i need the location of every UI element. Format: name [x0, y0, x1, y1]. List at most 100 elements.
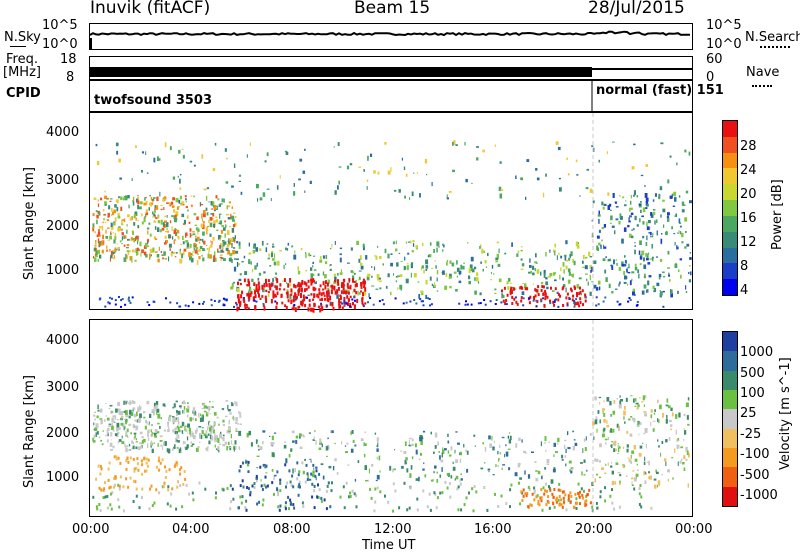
scatter-cell	[125, 255, 128, 260]
scatter-cell	[688, 271, 690, 275]
scatter-cell	[521, 499, 524, 502]
scatter-cell	[168, 234, 171, 239]
scatter-cell	[649, 227, 651, 229]
scatter-cell	[535, 253, 537, 258]
scatter-cell	[523, 450, 526, 453]
scatter-cell	[259, 465, 262, 469]
scatter-cell	[130, 432, 132, 435]
scatter-cell	[635, 474, 637, 480]
scatter-cell	[583, 502, 586, 506]
scatter-cell	[133, 413, 137, 418]
scatter-cell	[259, 297, 262, 300]
scatter-cell	[258, 500, 261, 504]
scatter-cell	[155, 404, 158, 409]
scatter-cell	[239, 414, 242, 418]
scatter-cell	[146, 421, 148, 425]
scatter-cell	[238, 411, 241, 414]
scatter-cell	[565, 296, 568, 300]
scatter-cell	[153, 406, 156, 410]
scatter-cell	[165, 230, 168, 233]
scatter-cell	[107, 478, 110, 482]
scatter-cell	[191, 417, 194, 421]
scatter-cell	[522, 297, 525, 300]
scatter-cell	[226, 446, 228, 451]
scatter-cell	[436, 290, 439, 292]
station-title: Inuvik (fitACF)	[90, 0, 211, 18]
scatter-cell	[560, 255, 563, 259]
scatter-cell	[226, 429, 229, 434]
scatter-cell	[645, 201, 649, 206]
scatter-cell	[94, 254, 98, 257]
scatter-cell	[337, 287, 340, 291]
scatter-cell	[632, 291, 635, 296]
scatter-cell	[370, 153, 373, 157]
scatter-cell	[254, 294, 257, 299]
scatter-cell	[157, 156, 159, 161]
scatter-cell	[288, 469, 291, 473]
scatter-cell	[553, 505, 556, 509]
velocity-ytick: 1000	[46, 470, 80, 485]
scatter-cell	[96, 415, 99, 419]
scatter-cell	[132, 231, 134, 235]
scatter-cell	[136, 235, 139, 240]
scatter-cell	[253, 245, 256, 249]
scatter-cell	[235, 430, 238, 432]
scatter-cell	[352, 275, 355, 280]
scatter-cell	[123, 400, 126, 405]
scatter-cell	[256, 262, 258, 267]
scatter-cell	[531, 492, 534, 496]
scatter-cell	[307, 294, 310, 297]
scatter-cell	[540, 499, 543, 503]
scatter-cell	[292, 305, 295, 311]
scatter-cell	[376, 448, 379, 452]
scatter-cell	[538, 503, 541, 507]
scatter-cell	[362, 243, 365, 248]
scatter-cell	[190, 441, 192, 444]
scatter-cell	[648, 252, 650, 255]
scatter-cell	[229, 446, 232, 451]
scatter-cell	[678, 218, 681, 224]
scatter-cell	[650, 236, 653, 238]
scatter-cell	[628, 418, 631, 421]
scatter-cell	[459, 479, 461, 482]
scatter-cell	[625, 200, 627, 202]
scatter-cell	[209, 217, 213, 221]
scatter-cell	[429, 242, 432, 246]
scatter-cell	[565, 265, 568, 270]
scatter-cell	[504, 252, 507, 255]
scatter-cell	[302, 170, 306, 174]
scatter-cell	[673, 233, 676, 235]
scatter-cell	[442, 449, 445, 454]
scatter-cell	[669, 279, 671, 282]
scatter-cell	[159, 426, 161, 429]
scatter-cell	[476, 272, 479, 277]
scatter-cell	[226, 230, 230, 236]
scatter-cell	[105, 415, 107, 417]
colorbar-segment	[723, 279, 737, 295]
scatter-cell	[109, 492, 112, 496]
scatter-cell	[289, 278, 292, 283]
scatter-cell	[240, 501, 243, 505]
scatter-cell	[476, 146, 479, 148]
scatter-cell	[100, 439, 103, 442]
scatter-cell	[300, 282, 303, 288]
scatter-cell	[117, 215, 121, 219]
scatter-cell	[606, 419, 608, 424]
scatter-cell	[151, 424, 153, 426]
scatter-cell	[176, 302, 179, 305]
scatter-cell	[97, 409, 100, 412]
scatter-cell	[194, 429, 197, 435]
scatter-cell	[576, 174, 579, 176]
scatter-cell	[194, 224, 198, 226]
scatter-cell	[658, 419, 660, 424]
scatter-cell	[93, 434, 95, 439]
scatter-cell	[540, 488, 543, 492]
scatter-cell	[163, 481, 166, 485]
scatter-cell	[670, 289, 673, 294]
scatter-cell	[585, 503, 588, 507]
scatter-cell	[554, 251, 556, 256]
scatter-cell	[191, 255, 194, 257]
scatter-cell	[350, 247, 353, 251]
scatter-cell	[645, 197, 649, 202]
scatter-cell	[652, 428, 655, 432]
